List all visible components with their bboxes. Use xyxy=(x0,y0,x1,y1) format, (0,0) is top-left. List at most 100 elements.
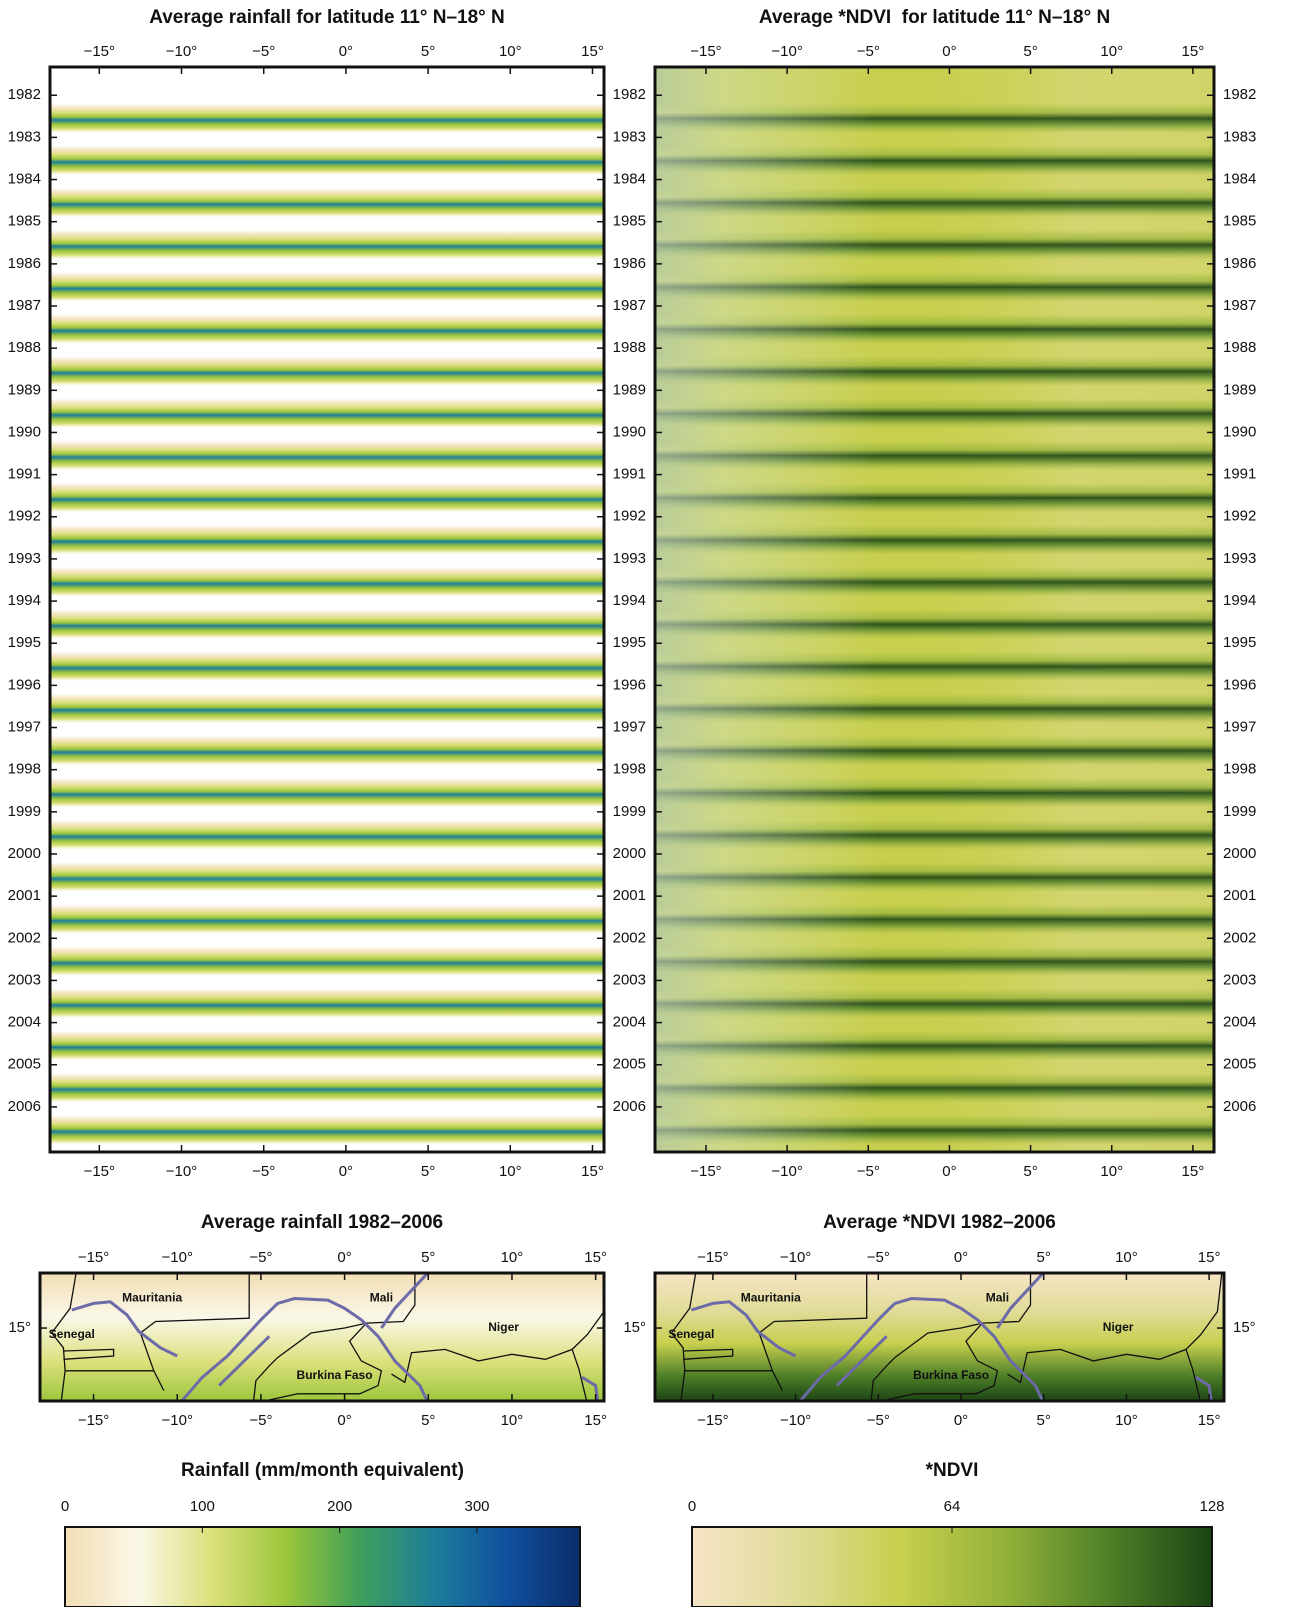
y-tick-label: 1995 xyxy=(613,634,646,651)
border xyxy=(1185,1349,1201,1401)
y-tick-label: 1994 xyxy=(1223,592,1256,609)
plot-frame xyxy=(48,65,606,1154)
border xyxy=(65,1370,165,1391)
border xyxy=(758,1273,868,1372)
x-tick-label: −5° xyxy=(252,1163,275,1180)
y-tick-label: 1983 xyxy=(613,128,646,145)
river xyxy=(798,1296,1045,1401)
y-tick-label: 1996 xyxy=(613,676,646,693)
chart-title: Rainfall (mm/month equivalent) xyxy=(181,1460,464,1481)
y-tick-label: 2001 xyxy=(613,887,646,904)
x-tick-label: 5° xyxy=(421,1163,435,1180)
y-tick-label: 15° xyxy=(1233,1319,1256,1336)
colorbar-tick-label: 200 xyxy=(327,1498,352,1515)
x-tick-label: 15° xyxy=(1182,43,1205,60)
y-tick-label: 1993 xyxy=(1223,550,1256,567)
y-tick-label: 1985 xyxy=(8,213,41,230)
country-label: Mali xyxy=(986,1291,1009,1305)
x-tick-label: −5° xyxy=(857,1163,880,1180)
y-tick-label: 1996 xyxy=(8,676,41,693)
plot-area xyxy=(50,67,604,1152)
y-tick-label: 1987 xyxy=(8,297,41,314)
y-tick-label: 2006 xyxy=(613,1098,646,1115)
border xyxy=(261,1322,383,1401)
x-tick-label: −10° xyxy=(166,43,197,60)
x-tick-label: −5° xyxy=(249,1412,272,1429)
y-tick-label: 1987 xyxy=(1223,297,1256,314)
plot-area: Mauritania Senegal Mali Niger Burkina Faso xyxy=(655,1273,1224,1401)
river xyxy=(690,1300,797,1358)
x-tick-label: −15° xyxy=(697,1249,728,1266)
y-tick-label: 2004 xyxy=(613,1014,646,1031)
x-tick-label: 5° xyxy=(421,1249,435,1266)
x-tick-label: 10° xyxy=(1100,43,1123,60)
plot-frame xyxy=(38,1271,606,1403)
y-tick-label: 1999 xyxy=(1223,803,1256,820)
x-tick-label: −10° xyxy=(162,1412,193,1429)
x-tick-label: −5° xyxy=(252,43,275,60)
border xyxy=(252,1273,416,1401)
river xyxy=(835,1335,888,1387)
y-tick-label: 1985 xyxy=(613,213,646,230)
y-tick-label: 2004 xyxy=(1223,1014,1256,1031)
x-tick-label: 5° xyxy=(1037,1412,1051,1429)
plot-area xyxy=(655,67,1214,1152)
x-tick-label: 5° xyxy=(1023,43,1037,60)
y-tick-label: 1991 xyxy=(8,466,41,483)
y-tick-label: 1989 xyxy=(8,381,41,398)
x-tick-label: −15° xyxy=(690,43,721,60)
colorbar-tick-label: 300 xyxy=(464,1498,489,1515)
y-tick-label: 1987 xyxy=(613,297,646,314)
x-tick-label: −15° xyxy=(697,1412,728,1429)
y-tick-label: 1998 xyxy=(8,761,41,778)
x-tick-label: −15° xyxy=(78,1412,109,1429)
x-tick-label: 0° xyxy=(954,1412,968,1429)
border xyxy=(571,1349,588,1401)
map-background xyxy=(655,1273,1224,1401)
x-tick-label: 0° xyxy=(942,43,956,60)
x-tick-label: −15° xyxy=(78,1249,109,1266)
x-tick-label: −15° xyxy=(84,43,115,60)
y-tick-label: 2001 xyxy=(1223,887,1256,904)
y-tick-label: 2000 xyxy=(1223,845,1256,862)
country-label: Burkina Faso xyxy=(297,1368,373,1382)
y-tick-label: 1988 xyxy=(1223,339,1256,356)
x-tick-label: 10° xyxy=(1115,1412,1138,1429)
x-tick-label: 15° xyxy=(1198,1412,1221,1429)
y-tick-label: 1983 xyxy=(1223,128,1256,145)
y-tick-label: 2003 xyxy=(613,971,646,988)
plot-area: Mauritania Senegal Mali Niger Burkina Faso xyxy=(40,1273,604,1401)
colorbar-tick-label: 100 xyxy=(190,1498,215,1515)
colorbar-tick-label: 64 xyxy=(944,1498,961,1515)
plot-frame xyxy=(653,1271,1226,1403)
x-tick-label: 10° xyxy=(501,1412,524,1429)
x-tick-label: −5° xyxy=(249,1249,272,1266)
y-tick-label: 2001 xyxy=(8,887,41,904)
x-tick-label: 15° xyxy=(584,1249,607,1266)
y-tick-label: 1994 xyxy=(613,592,646,609)
y-tick-label: 1989 xyxy=(613,381,646,398)
river xyxy=(179,1296,429,1401)
border xyxy=(878,1322,999,1401)
x-tick-label: −15° xyxy=(84,1163,115,1180)
x-tick-label: −5° xyxy=(857,43,880,60)
y-tick-label: 2002 xyxy=(613,929,646,946)
y-tick-label: 1982 xyxy=(8,86,41,103)
y-tick-label: 1996 xyxy=(1223,676,1256,693)
river xyxy=(1195,1376,1213,1401)
x-tick-label: 10° xyxy=(499,1163,522,1180)
country-label: Senegal xyxy=(49,1327,95,1341)
y-tick-label: 2006 xyxy=(8,1098,41,1115)
y-tick-label: 1993 xyxy=(8,550,41,567)
country-label: Mauritania xyxy=(122,1291,182,1305)
y-tick-label: 1994 xyxy=(8,592,41,609)
chart-title: *NDVI xyxy=(926,1460,979,1481)
y-tick-label: 1986 xyxy=(1223,255,1256,272)
x-tick-label: 10° xyxy=(499,43,522,60)
y-tick-label: 2000 xyxy=(613,845,646,862)
y-tick-label: 1991 xyxy=(1223,466,1256,483)
x-tick-label: −10° xyxy=(780,1412,811,1429)
y-tick-label: 2002 xyxy=(8,929,41,946)
y-tick-label: 1989 xyxy=(1223,381,1256,398)
y-tick-label: 1990 xyxy=(1223,423,1256,440)
